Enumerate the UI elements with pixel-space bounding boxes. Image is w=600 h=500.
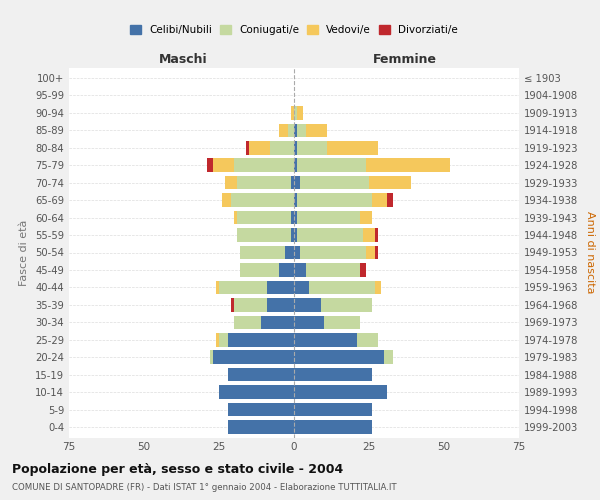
Bar (366, 246, 375, 260)
Bar (297, 141, 327, 154)
Bar (291, 211, 294, 224)
Bar (363, 228, 375, 242)
Bar (294, 263, 306, 277)
Text: Popolazione per età, sesso e stato civile - 2004: Popolazione per età, sesso e stato civil… (12, 462, 343, 475)
Bar (228, 368, 294, 382)
Bar (261, 316, 294, 329)
Bar (384, 350, 393, 364)
Bar (324, 316, 360, 329)
Bar (207, 158, 213, 172)
Bar (267, 280, 294, 294)
Bar (297, 194, 372, 207)
Bar (294, 246, 300, 260)
Bar (321, 298, 372, 312)
Bar (306, 263, 360, 277)
Bar (225, 176, 237, 190)
Bar (360, 211, 372, 224)
Bar (210, 350, 213, 364)
Bar (279, 124, 288, 137)
Bar (291, 176, 294, 190)
Bar (294, 333, 357, 346)
Bar (294, 228, 297, 242)
Bar (213, 350, 294, 364)
Bar (234, 211, 237, 224)
Bar (387, 194, 393, 207)
Bar (291, 106, 294, 120)
Bar (366, 158, 450, 172)
Text: Femmine: Femmine (373, 53, 437, 66)
Bar (294, 194, 297, 207)
Bar (294, 298, 321, 312)
Bar (228, 403, 294, 416)
Bar (288, 124, 294, 137)
Bar (294, 350, 384, 364)
Bar (309, 280, 375, 294)
Bar (270, 141, 294, 154)
Bar (285, 246, 294, 260)
Bar (294, 368, 372, 382)
Bar (294, 316, 324, 329)
Bar (279, 263, 294, 277)
Bar (297, 106, 303, 120)
Bar (231, 194, 294, 207)
Bar (228, 420, 294, 434)
Legend: Celibi/Nubili, Coniugati/e, Vedovi/e, Divorziati/e: Celibi/Nubili, Coniugati/e, Vedovi/e, Di… (126, 21, 462, 39)
Bar (237, 228, 291, 242)
Bar (306, 124, 327, 137)
Text: COMUNE DI SANTOPADRE (FR) - Dati ISTAT 1° gennaio 2004 - Elaborazione TUTTITALIA: COMUNE DI SANTOPADRE (FR) - Dati ISTAT 1… (12, 484, 397, 492)
Bar (267, 298, 294, 312)
Bar (246, 141, 249, 154)
Bar (213, 158, 234, 172)
Bar (375, 280, 381, 294)
Bar (234, 316, 261, 329)
Bar (294, 386, 387, 399)
Bar (300, 246, 366, 260)
Text: Maschi: Maschi (158, 53, 208, 66)
Bar (219, 333, 228, 346)
Bar (240, 263, 279, 277)
Y-axis label: Fasce di età: Fasce di età (19, 220, 29, 286)
Bar (222, 194, 231, 207)
Bar (294, 420, 372, 434)
Bar (327, 141, 378, 154)
Bar (357, 333, 378, 346)
Bar (240, 246, 285, 260)
Bar (297, 228, 363, 242)
Bar (234, 158, 294, 172)
Bar (249, 141, 270, 154)
Bar (234, 298, 267, 312)
Bar (237, 176, 291, 190)
Bar (291, 228, 294, 242)
Bar (231, 298, 234, 312)
Bar (294, 124, 297, 137)
Bar (219, 280, 267, 294)
Bar (294, 158, 297, 172)
Bar (375, 246, 378, 260)
Bar (294, 211, 297, 224)
Bar (375, 228, 378, 242)
Bar (216, 333, 219, 346)
Bar (294, 106, 297, 120)
Bar (294, 176, 300, 190)
Bar (294, 403, 372, 416)
Bar (300, 176, 369, 190)
Bar (297, 124, 306, 137)
Bar (297, 211, 360, 224)
Bar (228, 333, 294, 346)
Bar (369, 176, 411, 190)
Bar (216, 280, 219, 294)
Bar (237, 211, 291, 224)
Bar (372, 194, 387, 207)
Bar (294, 141, 297, 154)
Bar (219, 386, 294, 399)
Bar (360, 263, 366, 277)
Y-axis label: Anni di nascita: Anni di nascita (585, 211, 595, 294)
Bar (297, 158, 366, 172)
Bar (294, 280, 309, 294)
